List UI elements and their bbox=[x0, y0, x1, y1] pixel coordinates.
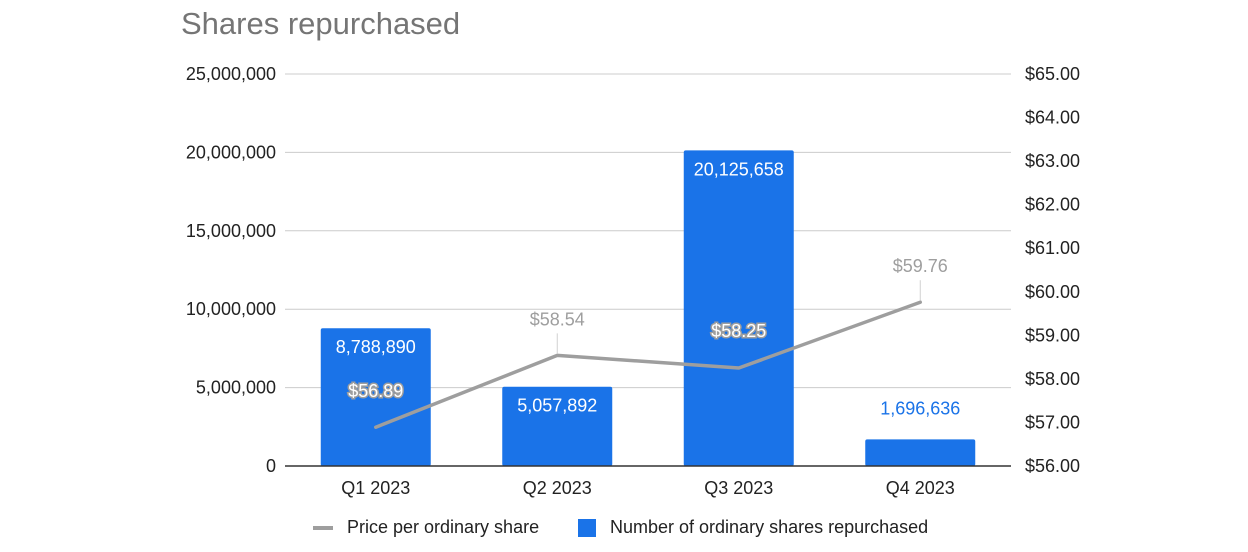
price-series-line bbox=[374, 300, 922, 429]
y-right-tick-label: $63.00 bbox=[1025, 151, 1080, 171]
y-left-tick-label: 25,000,000 bbox=[186, 64, 276, 84]
y-left-tick-label: 15,000,000 bbox=[186, 221, 276, 241]
y-right-tick-label: $61.00 bbox=[1025, 238, 1080, 258]
legend-label-shares: Number of ordinary shares repurchased bbox=[610, 517, 929, 537]
right-axis-ticks: $56.00 $57.00 $58.00 $59.00 $60.00 $61.00 $62.… bbox=[1025, 64, 1080, 476]
legend: Price per ordinary share Number of ordin… bbox=[0, 517, 1248, 541]
x-tick-label: Q4 2023 bbox=[886, 478, 955, 498]
y-left-tick-label: 10,000,000 bbox=[186, 299, 276, 319]
bar bbox=[502, 386, 613, 466]
bar-value-label: 1,696,636 bbox=[880, 398, 960, 418]
price-value-label: $56.89 bbox=[348, 381, 403, 401]
legend-label-price: Price per ordinary share bbox=[347, 517, 540, 537]
legend-item-shares[interactable]: Number of ordinary shares repurchased bbox=[578, 517, 928, 538]
y-right-tick-label: $62.00 bbox=[1025, 195, 1080, 215]
price-value-label: $59.76 bbox=[893, 256, 948, 276]
bar-value-label: 8,788,890 bbox=[336, 337, 416, 357]
y-right-tick-label: $57.00 bbox=[1025, 412, 1080, 432]
x-tick-label: Q1 2023 bbox=[341, 478, 410, 498]
y-right-tick-label: $58.00 bbox=[1025, 369, 1080, 389]
bar bbox=[865, 439, 976, 466]
price-value-label: $58.25 bbox=[711, 321, 766, 341]
bar bbox=[320, 328, 431, 466]
legend-line-swatch bbox=[313, 525, 333, 530]
y-right-tick-label: $65.00 bbox=[1025, 64, 1080, 84]
y-left-tick-label: 20,000,000 bbox=[186, 142, 276, 162]
y-left-tick-label: 5,000,000 bbox=[196, 378, 276, 398]
legend-item-price[interactable]: Price per ordinary share bbox=[313, 517, 539, 538]
y-right-tick-label: $60.00 bbox=[1025, 282, 1080, 302]
category-labels: Q1 2023 Q2 2023 Q3 2023 Q4 2023 bbox=[341, 478, 955, 498]
price-value-label: $58.54 bbox=[530, 309, 585, 329]
bars bbox=[320, 150, 976, 466]
price-line bbox=[374, 300, 922, 429]
bar-value-label: 5,057,892 bbox=[517, 396, 597, 416]
y-right-tick-label: $56.00 bbox=[1025, 456, 1080, 476]
x-tick-label: Q2 2023 bbox=[523, 478, 592, 498]
legend-box-swatch bbox=[578, 518, 596, 537]
x-tick-label: Q3 2023 bbox=[704, 478, 773, 498]
y-right-tick-label: $59.00 bbox=[1025, 325, 1080, 345]
left-axis-ticks: 0 5,000,000 10,000,000 15,000,000 20,000,000… bbox=[186, 64, 276, 476]
y-right-tick-label: $64.00 bbox=[1025, 108, 1080, 128]
y-left-tick-label: 0 bbox=[266, 456, 276, 476]
data-labels: 8,788,890 5,057,892 20,125,658 1,696,636 $56… bbox=[336, 159, 961, 418]
bar-value-label: 20,125,658 bbox=[694, 159, 784, 179]
bar bbox=[683, 150, 794, 466]
chart-title: Shares repurchased bbox=[181, 6, 461, 41]
